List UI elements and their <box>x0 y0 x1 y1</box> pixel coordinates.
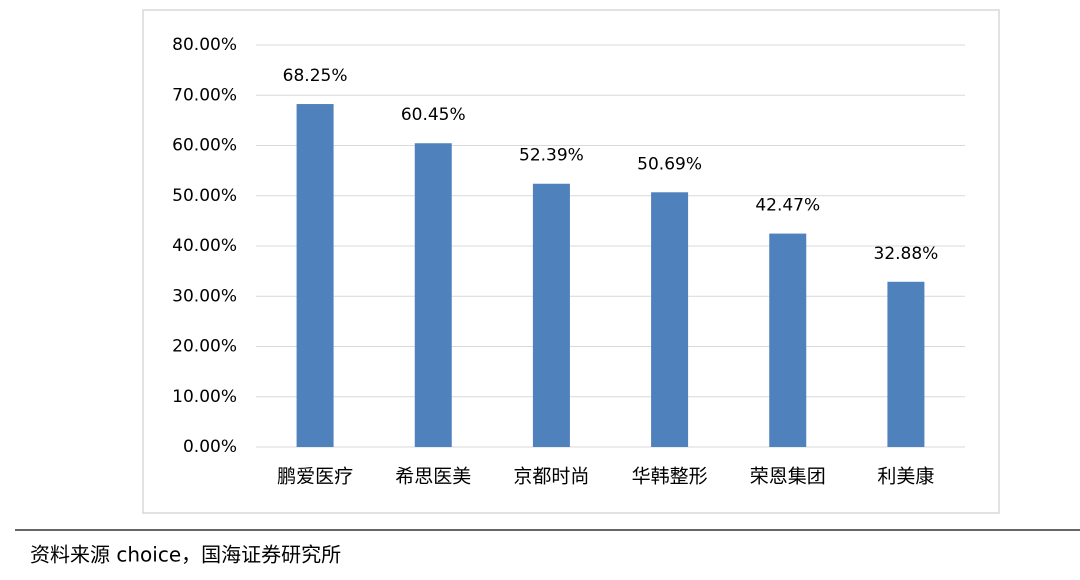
y-tick-label: 40.00% <box>172 236 237 256</box>
data-label: 50.69% <box>637 154 702 174</box>
y-tick-label: 50.00% <box>172 186 237 206</box>
data-label: 42.47% <box>755 196 820 216</box>
x-tick-label: 荣恩集团 <box>750 466 826 488</box>
data-label: 52.39% <box>519 146 584 166</box>
bar <box>769 233 807 447</box>
y-tick-label: 30.00% <box>172 286 237 306</box>
y-tick-label: 10.00% <box>172 387 237 407</box>
y-tick-label: 20.00% <box>172 337 237 357</box>
data-label: 32.88% <box>874 244 939 264</box>
x-tick-label: 希思医美 <box>395 466 471 488</box>
x-tick-label: 利美康 <box>877 466 934 488</box>
y-tick-label: 60.00% <box>172 136 237 156</box>
chart-border <box>142 9 1000 514</box>
x-tick-label: 华韩整形 <box>632 466 708 488</box>
bar <box>651 192 689 447</box>
y-tick-label: 0.00% <box>183 437 237 457</box>
bar <box>532 183 570 448</box>
bar <box>414 143 452 447</box>
bar <box>887 281 925 447</box>
bar <box>296 104 334 447</box>
data-label: 60.45% <box>401 105 466 125</box>
x-tick-label: 京都时尚 <box>513 466 589 488</box>
y-tick-label: 80.00% <box>172 35 237 55</box>
source-note: 资料来源 choice，国海证券研究所 <box>30 543 341 567</box>
data-label: 68.25% <box>283 66 348 86</box>
y-tick-label: 70.00% <box>172 85 237 105</box>
x-tick-label: 鹏爱医疗 <box>277 466 353 488</box>
